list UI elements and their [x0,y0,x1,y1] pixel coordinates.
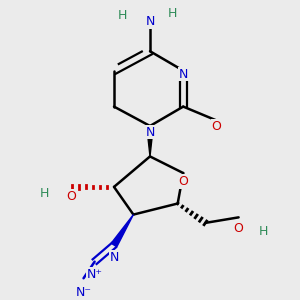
Text: O: O [234,222,244,235]
Text: H: H [118,9,127,22]
Text: H: H [259,225,268,238]
Polygon shape [111,214,134,247]
Text: N⁺: N⁺ [87,268,103,281]
Polygon shape [147,126,153,156]
Text: O: O [178,175,188,188]
Text: N: N [145,15,155,28]
Text: N⁻: N⁻ [76,286,91,298]
Text: O: O [212,120,221,133]
Text: N: N [145,126,155,139]
Text: O: O [66,190,76,203]
Text: H: H [167,7,177,20]
Text: H: H [40,187,50,200]
Text: N: N [109,251,119,264]
Text: N: N [178,68,188,81]
